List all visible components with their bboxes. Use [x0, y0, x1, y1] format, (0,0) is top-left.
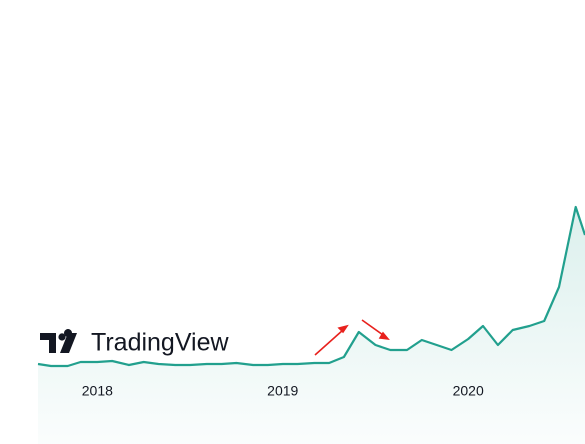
x-tick-label: 2018	[82, 383, 113, 399]
annotations	[314, 319, 390, 356]
arrow-down	[361, 319, 384, 336]
x-tick-label: 2020	[453, 383, 484, 399]
logo-icon-slash	[60, 333, 77, 353]
arrow-head	[337, 324, 349, 334]
logo: TradingView	[40, 329, 230, 357]
logo-icon-dot	[58, 333, 66, 341]
area	[38, 207, 585, 444]
arrow-head	[378, 331, 390, 341]
plot-area	[37, 205, 585, 444]
x-tick-label: 2019	[267, 383, 298, 399]
logo-icon	[40, 329, 72, 353]
arrow-up	[314, 329, 344, 356]
watermark: TradingView	[91, 329, 230, 357]
line	[37, 205, 585, 368]
